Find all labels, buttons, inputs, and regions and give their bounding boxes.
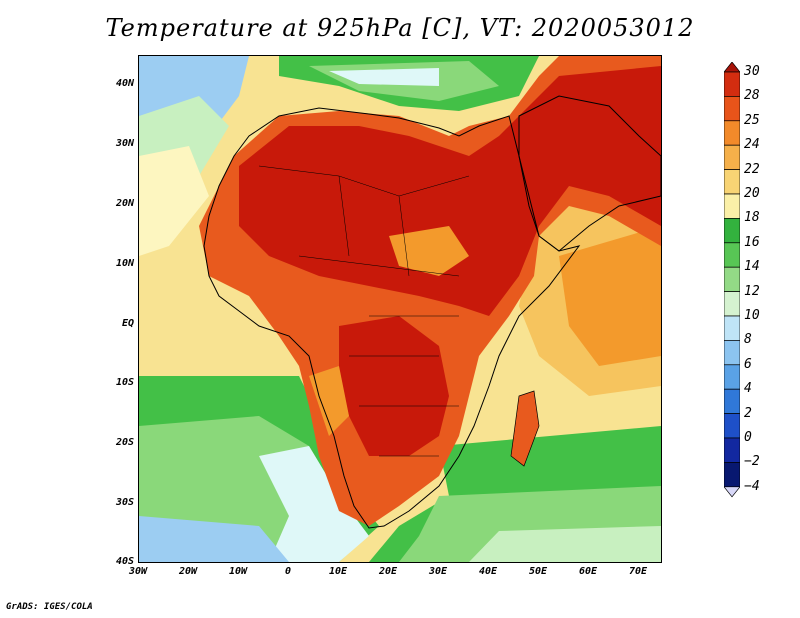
colorbar-box xyxy=(724,71,740,97)
colorbar-label: 24 xyxy=(744,137,760,153)
lon-label-70e: 70E xyxy=(628,566,648,577)
land-orange-west xyxy=(309,366,349,436)
lat-label-20n: 20N xyxy=(115,198,134,209)
lon-label-10w: 10W xyxy=(228,566,248,577)
lat-label-10n: 10N xyxy=(115,258,134,269)
lon-label-20e: 20E xyxy=(378,566,398,577)
colorbar-box xyxy=(724,291,740,317)
colorbar-box xyxy=(724,364,740,390)
lat-label-eq: EQ xyxy=(121,318,134,329)
colorbar-box xyxy=(724,413,740,439)
lat-label-20s: 20S xyxy=(115,437,134,448)
colorbar-box xyxy=(724,340,740,366)
land-hot-sahara-arabia xyxy=(239,66,661,316)
colorbar-box xyxy=(724,120,740,146)
colorbar-label: 18 xyxy=(744,210,760,226)
south-atlantic-blue xyxy=(139,516,289,562)
country-borders xyxy=(258,165,470,457)
lon-label-10e: 10E xyxy=(328,566,348,577)
land-hot-central xyxy=(339,316,449,456)
colorbar-box xyxy=(724,144,740,170)
map-title: Temperature at 925hPa [C], VT: 202005301… xyxy=(105,14,695,42)
lon-label-60e: 60E xyxy=(578,566,598,577)
colorbar-label: 14 xyxy=(744,259,760,275)
colorbar-label: 28 xyxy=(744,88,760,104)
mediterranean-cyan xyxy=(329,68,439,86)
colorbar-bottom-triangle xyxy=(724,486,740,498)
lon-label-30e: 30E xyxy=(428,566,448,577)
colorbar-label: 30 xyxy=(744,64,760,79)
lat-label-40s: 40S xyxy=(115,556,134,567)
arabia-coastline xyxy=(518,95,661,252)
lat-label-40n: 40N xyxy=(115,78,134,89)
colorbar-box xyxy=(724,96,740,122)
colorbar-box xyxy=(724,169,740,195)
colorbar-box xyxy=(724,437,740,463)
colorbar-label: 10 xyxy=(744,308,760,323)
colorbar-box xyxy=(724,388,740,414)
colorbar-label: 0 xyxy=(744,430,752,445)
colorbar-box xyxy=(724,193,740,219)
colorbar-label: 2 xyxy=(744,405,752,421)
lon-label-40e: 40E xyxy=(478,566,498,577)
colorbar-box xyxy=(724,242,740,268)
colorbar-box xyxy=(724,218,740,244)
land-orange-patch xyxy=(389,226,469,276)
colorbar-top-triangle xyxy=(724,62,740,73)
colorbar-box xyxy=(724,266,740,292)
africa-coastline xyxy=(203,107,581,529)
colorbar-label: −2 xyxy=(744,454,760,470)
colorbar-box xyxy=(724,462,740,488)
lon-label-20w: 20W xyxy=(178,566,198,577)
arabian-sea-orange xyxy=(559,226,661,366)
temperature-field xyxy=(139,56,661,562)
lat-label-30n: 30N xyxy=(115,138,134,149)
lon-label-30w: 30W xyxy=(128,566,148,577)
lon-label-50e: 50E xyxy=(528,566,548,577)
colorbar-label: 16 xyxy=(744,234,760,250)
colorbar-label: 8 xyxy=(744,332,752,348)
lat-label-30s: 30S xyxy=(115,497,134,508)
colorbar-label: −4 xyxy=(744,478,760,494)
colorbar-label: 22 xyxy=(744,161,760,177)
atlantic-pale xyxy=(139,146,209,256)
colorbar-label: 20 xyxy=(744,186,760,201)
madagascar xyxy=(510,390,540,467)
lat-label-10s: 10S xyxy=(115,377,134,388)
colorbar-label: 25 xyxy=(744,112,760,128)
colorbar xyxy=(724,62,740,498)
colorbar-label: 12 xyxy=(744,283,760,299)
temperature-map xyxy=(138,55,662,563)
indian-ocean-palegreen xyxy=(469,526,661,562)
colorbar-box xyxy=(724,315,740,341)
lon-label-0: 0 xyxy=(284,566,292,577)
credit-text: GrADS: IGES/COLA xyxy=(6,602,93,612)
colorbar-label: 6 xyxy=(744,356,752,372)
south-atlantic-cyan xyxy=(259,446,369,562)
colorbar-label: 4 xyxy=(744,381,752,397)
